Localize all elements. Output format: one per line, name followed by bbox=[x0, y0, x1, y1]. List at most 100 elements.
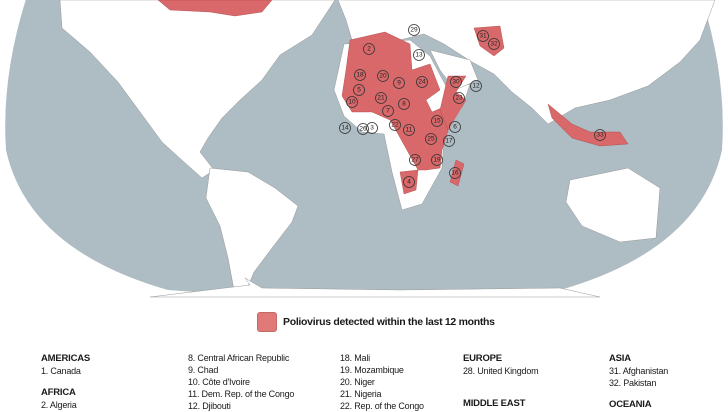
label-number: 31 bbox=[479, 33, 487, 40]
map-label-11: 11 bbox=[403, 124, 415, 136]
label-number: 27 bbox=[411, 157, 419, 164]
list-item: 1. Canada bbox=[41, 366, 81, 376]
list-item: 11. Dem. Rep. of the Congo bbox=[188, 389, 295, 399]
label-circle bbox=[353, 84, 365, 96]
map-label-19: 19 bbox=[431, 154, 443, 166]
list-item: 10. Côte d'Ivoire bbox=[188, 377, 250, 387]
region-east-africa bbox=[439, 75, 467, 131]
label-circle bbox=[363, 43, 375, 55]
label-circle bbox=[425, 133, 437, 145]
label-circle bbox=[377, 70, 389, 82]
map-label-23: 23 bbox=[453, 92, 465, 104]
label-number: 32 bbox=[490, 41, 498, 48]
label-circle bbox=[354, 69, 366, 81]
label-number: 9 bbox=[397, 80, 401, 87]
region-heading: EUROPE bbox=[463, 353, 502, 364]
label-number: 23 bbox=[455, 95, 463, 102]
antarctica bbox=[149, 277, 601, 298]
region-heading: ASIA bbox=[609, 353, 631, 364]
label-number: 4 bbox=[407, 179, 411, 186]
map-label-26: 26 bbox=[357, 123, 369, 135]
label-number: 22 bbox=[391, 122, 399, 129]
arabia bbox=[429, 49, 479, 91]
label-circle bbox=[431, 115, 443, 127]
label-circle bbox=[470, 80, 482, 92]
label-number: 3 bbox=[370, 125, 374, 132]
list-item: 20. Niger bbox=[340, 377, 375, 387]
spacer bbox=[41, 377, 90, 387]
list-item: 28. United Kingdom bbox=[463, 366, 539, 376]
label-number: 20 bbox=[379, 73, 387, 80]
map-label-3: 3 bbox=[366, 122, 378, 134]
list-item: 31. Afghanistan bbox=[609, 366, 669, 376]
list-column: 18. Mali 19. Mozambique 20. Niger 21. Niger… bbox=[340, 352, 424, 412]
label-circle bbox=[398, 98, 410, 110]
map-label-2: 2 bbox=[363, 43, 375, 55]
map-label-27: 27 bbox=[409, 154, 421, 166]
label-circle bbox=[416, 76, 428, 88]
label-number: 10 bbox=[348, 99, 356, 106]
map-label-16: 16 bbox=[449, 167, 461, 179]
region-heading: AFRICA bbox=[41, 387, 76, 398]
label-number: 11 bbox=[406, 127, 413, 134]
list-column: EUROPE 28. United Kingdom MIDDLE EAST bbox=[463, 353, 539, 410]
legend: Poliovirus detected within the last 12 m… bbox=[257, 312, 495, 332]
map-label-18: 18 bbox=[354, 69, 366, 81]
label-circle bbox=[403, 176, 415, 188]
australia bbox=[565, 167, 661, 243]
map-label-22: 22 bbox=[389, 119, 401, 131]
region-heading: AMERICAS bbox=[41, 353, 91, 364]
label-circle bbox=[409, 154, 421, 166]
label-circle bbox=[431, 154, 443, 166]
label-number: 14 bbox=[341, 125, 349, 132]
map-label-33: 33 bbox=[594, 129, 606, 141]
label-circle bbox=[413, 49, 425, 61]
label-circle bbox=[449, 167, 461, 179]
label-circle bbox=[450, 76, 462, 88]
label-circle bbox=[408, 24, 420, 36]
label-circle bbox=[382, 105, 394, 117]
map-label-24: 24 bbox=[416, 76, 428, 88]
map-label-20: 20 bbox=[377, 70, 389, 82]
map-label-12: 12 bbox=[470, 80, 482, 92]
label-number: 8 bbox=[402, 101, 406, 108]
list-item: 22. Rep. of the Congo bbox=[340, 401, 424, 411]
map-label-9: 9 bbox=[393, 77, 405, 89]
label-number: 13 bbox=[415, 52, 423, 59]
map-label-29: 29 bbox=[408, 24, 420, 36]
list-item: 18. Mali bbox=[340, 353, 370, 363]
map-label-17: 17 bbox=[443, 135, 455, 147]
legend-label: Poliovirus detected within the last 12 m… bbox=[283, 316, 495, 328]
map-label-6: 6 bbox=[449, 121, 461, 133]
region-indonesia bbox=[547, 103, 629, 147]
label-number: 30 bbox=[452, 79, 460, 86]
map-label-4: 4 bbox=[403, 176, 415, 188]
spacer bbox=[609, 389, 668, 399]
region-madagascar bbox=[449, 159, 465, 187]
list-column: AMERICAS 1. Canada AFRICA 2. Algeria bbox=[41, 353, 90, 411]
label-number: 21 bbox=[377, 95, 385, 102]
map-label-31: 31 bbox=[477, 30, 489, 42]
label-number: 18 bbox=[356, 72, 364, 79]
map-label-8: 8 bbox=[398, 98, 410, 110]
label-circle bbox=[389, 119, 401, 131]
label-circle bbox=[366, 122, 378, 134]
label-circle bbox=[477, 30, 489, 42]
label-number: 12 bbox=[472, 83, 480, 90]
label-circle bbox=[449, 121, 461, 133]
map-label-25: 25 bbox=[425, 133, 437, 145]
label-number: 33 bbox=[596, 132, 604, 139]
list-item: 8. Central African Republic bbox=[188, 353, 290, 363]
label-circle bbox=[357, 123, 369, 135]
label-number: 15 bbox=[433, 118, 441, 125]
spacer bbox=[463, 377, 538, 398]
region-heading: MIDDLE EAST bbox=[463, 398, 526, 409]
label-number: 24 bbox=[418, 79, 426, 86]
map-label-5: 5 bbox=[353, 84, 365, 96]
label-circle bbox=[453, 92, 465, 104]
label-circle bbox=[443, 135, 455, 147]
label-number: 2 bbox=[367, 46, 371, 53]
label-number: 19 bbox=[433, 157, 441, 164]
